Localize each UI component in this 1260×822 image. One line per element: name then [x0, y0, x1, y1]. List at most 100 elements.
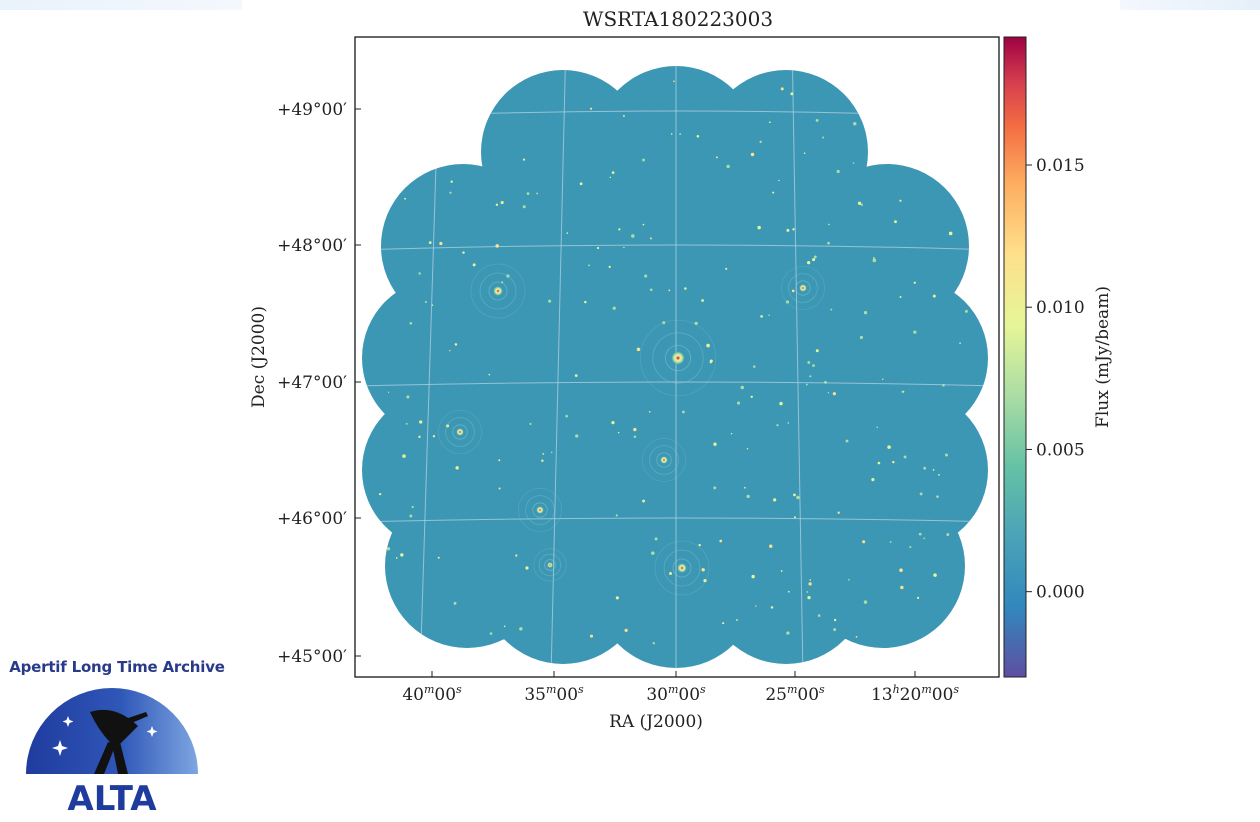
- faint-source: [899, 568, 903, 572]
- star-icons: [40, 694, 184, 756]
- colorbar-label: Flux (mJy/beam): [1093, 286, 1113, 428]
- faint-source: [542, 453, 545, 455]
- faint-source: [489, 632, 493, 635]
- faint-source: [855, 636, 858, 638]
- faint-source: [736, 619, 738, 621]
- faint-source: [652, 641, 655, 645]
- bright-source-4: [536, 506, 544, 514]
- faint-source: [596, 246, 600, 250]
- faint-source: [450, 180, 453, 183]
- faint-source: [793, 516, 796, 519]
- faint-source: [725, 267, 728, 270]
- faint-source: [424, 301, 427, 303]
- faint-source: [612, 306, 616, 310]
- faint-source: [786, 631, 790, 635]
- faint-source: [776, 424, 779, 427]
- faint-source: [785, 300, 790, 304]
- faint-source: [506, 274, 510, 278]
- faint-source: [772, 191, 775, 194]
- faint-source: [873, 257, 875, 259]
- faint-source: [773, 498, 777, 502]
- faint-source: [863, 600, 868, 604]
- faint-source: [871, 478, 875, 482]
- faint-source: [857, 201, 862, 205]
- faint-source: [682, 410, 685, 414]
- source-ring: [533, 548, 567, 582]
- faint-source: [670, 133, 673, 135]
- faint-source: [828, 223, 830, 226]
- faint-source: [574, 374, 578, 378]
- faint-source: [409, 514, 413, 518]
- faint-source: [575, 434, 579, 438]
- faint-source: [405, 422, 408, 425]
- faint-source: [454, 343, 458, 346]
- faint-source: [778, 179, 780, 182]
- faint-source: [830, 308, 833, 311]
- faint-source: [860, 203, 863, 206]
- source-ring: [781, 265, 826, 310]
- y-axis-label: Dec (J2000): [249, 306, 269, 408]
- dec-tick-label-1: +46°00′: [277, 509, 347, 529]
- source-ring: [665, 344, 692, 371]
- ra-axis: 40m00s 35m00s 30m00s 25m00s 13h20m00s: [402, 671, 959, 705]
- faint-source: [701, 299, 704, 302]
- colorbar-tick-label-1: 0.005: [1036, 440, 1085, 460]
- faint-source: [662, 321, 666, 325]
- bright-source-1: [493, 286, 503, 296]
- faint-source: [903, 455, 907, 459]
- dec-tick-label-3: +48°00′: [277, 236, 347, 256]
- faint-source: [522, 158, 526, 161]
- faint-source: [618, 228, 621, 231]
- faint-source: [548, 299, 552, 303]
- faint-source: [862, 540, 866, 544]
- faint-source: [753, 365, 756, 368]
- faint-source: [845, 439, 849, 443]
- faint-source: [455, 466, 459, 470]
- faint-source: [806, 261, 811, 265]
- faint-source: [736, 401, 741, 405]
- faint-source: [909, 545, 912, 549]
- dec-tick-1: +46°00′: [277, 509, 361, 529]
- source-ring: [639, 319, 717, 397]
- faint-source: [918, 532, 922, 536]
- source-ring: [525, 495, 555, 525]
- faint-source: [808, 582, 812, 586]
- source-ring: [538, 553, 562, 577]
- faint-source: [418, 272, 421, 275]
- faint-source: [894, 220, 897, 224]
- faint-source: [453, 601, 457, 605]
- ra-tick-label-0: 40m00s: [402, 683, 462, 705]
- faint-source: [642, 223, 645, 226]
- faint-source: [684, 287, 687, 290]
- faint-source: [944, 453, 948, 457]
- faint-source: [633, 435, 637, 438]
- top-band-right: [1120, 0, 1260, 10]
- faint-source: [631, 234, 635, 238]
- faint-source: [942, 383, 945, 387]
- faint-source: [740, 385, 744, 390]
- bright-source-7: [547, 562, 553, 568]
- source-ring: [642, 437, 687, 482]
- faint-source: [812, 258, 816, 262]
- source-ring: [672, 558, 692, 578]
- faint-source: [636, 347, 641, 352]
- faint-source: [519, 627, 523, 631]
- faint-source: [694, 321, 698, 326]
- faint-source: [402, 454, 406, 458]
- faint-source: [852, 162, 855, 164]
- faint-source: [498, 487, 501, 490]
- source-ring: [479, 272, 517, 310]
- faint-source: [923, 537, 926, 540]
- faint-source: [611, 420, 615, 425]
- source-ring: [470, 263, 526, 319]
- faint-source: [386, 547, 391, 551]
- faint-source: [933, 573, 937, 577]
- faint-source: [807, 361, 811, 364]
- source-ring: [518, 487, 563, 532]
- source-ring: [649, 445, 679, 475]
- faint-source: [796, 495, 800, 500]
- faint-source: [648, 410, 651, 413]
- source-ring: [532, 502, 548, 518]
- faint-source: [654, 537, 658, 541]
- bright-source-5: [799, 284, 807, 292]
